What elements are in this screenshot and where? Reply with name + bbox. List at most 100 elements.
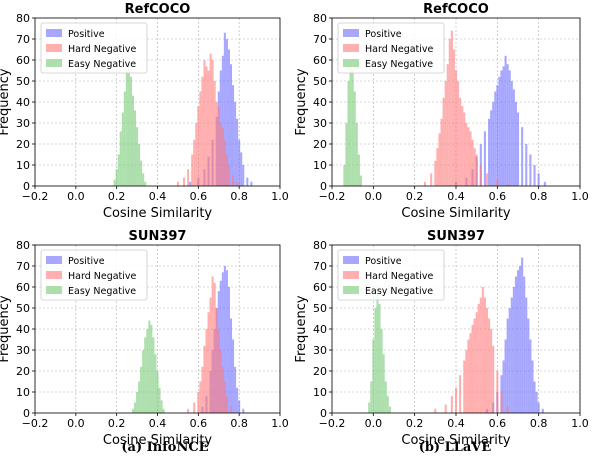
y-tick-label: 70 xyxy=(313,33,327,46)
histogram-bar xyxy=(134,110,137,186)
histogram-bar xyxy=(504,55,507,186)
histogram-bar xyxy=(452,49,455,186)
histogram-bar xyxy=(378,303,381,413)
histogram-bar xyxy=(201,366,204,413)
histogram-bar xyxy=(506,318,509,413)
histogram-bar xyxy=(469,131,472,186)
legend-swatch xyxy=(343,256,359,264)
legend-frame xyxy=(337,249,445,301)
y-tick-label: 20 xyxy=(16,365,30,378)
histogram-bar xyxy=(129,76,132,186)
histogram-bar xyxy=(508,70,511,186)
legend: Positive Hard Negative Easy Negative xyxy=(40,22,148,74)
series-hard-negative xyxy=(176,53,239,187)
histogram-bar xyxy=(498,76,501,186)
histogram-bar xyxy=(384,381,387,413)
histogram-bar xyxy=(223,381,226,413)
panel-3: −0.2 0.0 0.2 0.4 0.6 0.8 1.0 0 10 20 30 40 50 60 70 80 S… xyxy=(0,229,289,448)
histogram-bar xyxy=(227,165,230,186)
histogram-bar xyxy=(219,280,222,413)
histogram-bar xyxy=(191,154,194,186)
histogram-bar xyxy=(454,387,458,413)
y-tick-label: 40 xyxy=(313,323,327,336)
x-axis-label: Cosine Similarity xyxy=(401,206,511,221)
x-tick-label: −0.2 xyxy=(319,190,346,203)
histogram-bar xyxy=(388,406,391,413)
histogram-bar xyxy=(113,179,116,186)
legend-label: Easy Negative xyxy=(365,59,433,70)
histogram-bar xyxy=(189,181,192,186)
x-tick-label: 1.0 xyxy=(571,417,589,430)
series-easy-negative xyxy=(368,287,391,413)
histogram-bar xyxy=(227,49,230,186)
x-tick-label: 0.6 xyxy=(489,190,507,203)
histogram-bar xyxy=(531,360,534,413)
histogram-bar xyxy=(236,387,239,413)
x-tick-label: 1.0 xyxy=(571,190,589,203)
histogram-bar xyxy=(207,70,210,186)
histogram-bar xyxy=(448,39,451,186)
histogram-bar xyxy=(236,118,239,186)
histogram-bar xyxy=(242,165,245,186)
histogram-bar xyxy=(221,55,224,186)
legend-swatch xyxy=(343,29,359,37)
x-tick-label: 0.2 xyxy=(406,190,424,203)
histogram-bar xyxy=(368,402,371,413)
histogram-bar xyxy=(232,85,235,186)
chart-title: RefCOCO xyxy=(125,2,191,17)
histogram-bar xyxy=(215,308,218,413)
series-easy-negative xyxy=(131,320,165,413)
histogram-bar xyxy=(537,173,540,186)
legend-label: Easy Negative xyxy=(68,286,136,297)
histogram-bar xyxy=(219,350,222,413)
legend-swatch xyxy=(46,256,62,264)
histogram-bar xyxy=(250,181,253,186)
histogram-bar xyxy=(347,81,350,186)
legend-label: Hard Negative xyxy=(365,271,434,282)
histogram-bar xyxy=(533,165,536,186)
chart-title: SUN397 xyxy=(427,229,485,244)
legend-label: Hard Negative xyxy=(68,271,137,282)
histogram-bar xyxy=(502,66,505,186)
histogram-bar xyxy=(483,297,486,413)
histogram-bar xyxy=(211,276,214,413)
histogram-bar xyxy=(506,183,509,186)
y-axis-label: Frequency xyxy=(294,295,309,362)
histogram-bar xyxy=(144,337,147,413)
y-tick-label: 60 xyxy=(313,281,327,294)
histogram-bar xyxy=(162,408,165,413)
x-tick-label: 0.4 xyxy=(149,417,167,430)
legend-frame xyxy=(40,249,148,301)
histogram-bar xyxy=(479,165,482,186)
histogram-bar xyxy=(142,350,145,413)
histogram-bar xyxy=(485,173,489,186)
histogram-bar xyxy=(136,127,139,186)
histogram-bar xyxy=(521,127,524,186)
histogram-bar xyxy=(123,91,126,186)
histogram-bar xyxy=(193,139,196,186)
histogram-bar xyxy=(467,127,470,186)
legend: Positive Hard Negative Easy Negative xyxy=(40,249,148,301)
histogram-bar xyxy=(496,179,499,186)
histogram-bar xyxy=(516,270,520,413)
histogram-bar xyxy=(355,123,358,186)
histogram-bar xyxy=(131,408,135,413)
histogram-bar xyxy=(519,266,522,413)
histogram-bar xyxy=(473,318,476,413)
x-tick-label: 0.4 xyxy=(447,190,465,203)
histogram-bar xyxy=(351,70,354,186)
histogram-bar xyxy=(221,127,224,186)
histogram-bar xyxy=(521,257,524,413)
histogram-bar xyxy=(209,297,212,413)
histogram-bar xyxy=(229,318,233,413)
histogram-bar xyxy=(125,70,128,186)
histogram-bar xyxy=(229,64,233,186)
caption-llave: (b) LLaVE xyxy=(418,440,492,455)
histogram-bar xyxy=(353,91,356,186)
legend-swatch xyxy=(343,286,359,294)
histogram-bar xyxy=(152,337,155,413)
histogram-bar xyxy=(465,350,468,413)
histogram-bar xyxy=(525,297,528,413)
chart-title: SUN397 xyxy=(129,229,187,244)
legend-swatch xyxy=(46,44,62,52)
